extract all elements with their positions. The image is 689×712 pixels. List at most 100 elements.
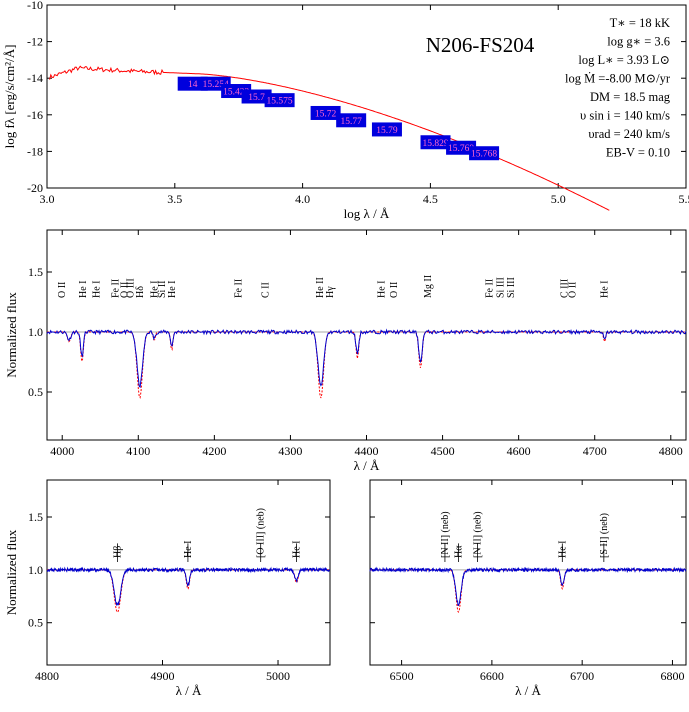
chart-title: N206-FS204 — [426, 33, 535, 57]
photometry-box — [264, 93, 295, 108]
y-tick-label: -14 — [27, 71, 43, 85]
line-label: He I — [600, 281, 611, 299]
photometry-box — [241, 89, 272, 104]
y-axis-label: Normalized flux — [4, 529, 19, 615]
stellar-parameter: T∗ = 18 kK — [610, 16, 670, 30]
sed-model-line — [49, 65, 610, 211]
y-tick-label: 1.0 — [28, 325, 43, 339]
plot-frame — [369, 479, 687, 666]
x-tick-label: 4600 — [507, 444, 531, 458]
photometry-label: 15.79 — [376, 126, 398, 136]
y-tick-label: 0.5 — [28, 385, 43, 399]
y-tick-label: 1.5 — [28, 510, 43, 524]
x-tick-label: 3.5 — [167, 192, 182, 206]
y-tick-label: -20 — [27, 181, 43, 195]
line-label: Si II — [157, 281, 168, 299]
line-label: He I — [377, 281, 388, 299]
photometry-box — [446, 140, 477, 155]
stellar-parameter: υ sin i = 140 km/s — [580, 109, 670, 123]
line-label: Fe II — [110, 279, 121, 298]
x-tick-label: 4900 — [151, 669, 175, 683]
stellar-parameter: log g∗ = 3.6 — [607, 35, 670, 49]
photometry-label: 15.72 — [315, 109, 337, 119]
plot-frame — [46, 4, 687, 189]
x-tick-label: 4000 — [50, 444, 74, 458]
observed-spectrum-line — [369, 566, 687, 607]
stellar-parameter: EB-V = 0.10 — [606, 146, 670, 160]
x-tick-label: 5.0 — [551, 192, 566, 206]
y-tick-label: 0.5 — [28, 616, 43, 630]
line-label: He I — [78, 281, 89, 299]
photometry-box — [336, 113, 367, 128]
photometry-label: 15.768 — [471, 150, 497, 160]
stellar-parameter: υrad = 240 km/s — [588, 127, 670, 141]
line-label: Hβ — [112, 546, 123, 558]
line-label: He I — [149, 281, 160, 299]
photometry-box — [420, 135, 451, 150]
photometry-label: 15.7 — [248, 93, 265, 103]
y-tick-label: -10 — [27, 0, 43, 12]
line-label: O II — [568, 282, 579, 298]
line-label: Hα — [453, 545, 464, 558]
y-tick-label: -18 — [27, 144, 43, 158]
model-spectrum-line — [47, 569, 330, 613]
photometry-label: 15.77 — [340, 117, 362, 127]
chart-panel-0: 3.0 3.5 4.0 4.5 5.0 5.5 -20 -18 -16 -14 -12 -10 log … — [2, 0, 689, 221]
x-tick-label: 6500 — [390, 669, 414, 683]
x-tick-label: 5000 — [266, 669, 290, 683]
photometry-label: 15.769 — [448, 144, 474, 154]
x-axis-label: λ / Å — [354, 458, 380, 473]
line-label: He I — [183, 541, 194, 559]
chart-panel-1: 4000 4100 4200 4300 4400 4500 4600 4700 4800 0.5 1… — [4, 229, 687, 473]
x-axis-label: λ / Å — [176, 683, 202, 698]
x-axis-label: log λ / Å — [344, 206, 390, 221]
model-spectrum-line — [370, 569, 686, 613]
line-label: Si III — [506, 277, 517, 298]
x-tick-label: 6800 — [660, 669, 684, 683]
x-tick-label: 4300 — [278, 444, 302, 458]
y-tick-label: -12 — [27, 35, 43, 49]
plot-frame — [46, 479, 331, 666]
line-label: O II — [57, 282, 68, 298]
line-label: C II — [260, 282, 271, 298]
x-tick-label: 6700 — [570, 669, 594, 683]
line-label: [O III] (neb) — [256, 508, 267, 558]
line-label: O III — [126, 278, 137, 298]
line-label: He I — [557, 541, 568, 559]
line-label: Fe II — [485, 279, 496, 298]
stellar-parameter: log Ṁ =-8.00 M⊙/yr — [565, 72, 671, 86]
photometry-label: 15.575 — [267, 97, 293, 107]
line-label: He I — [167, 281, 178, 299]
x-tick-label: 4700 — [583, 444, 607, 458]
photometry-box — [469, 146, 500, 161]
line-label: O II — [120, 282, 131, 298]
x-tick-label: 5.5 — [679, 192, 689, 206]
stellar-parameter: DM = 18.5 mag — [590, 90, 671, 104]
x-tick-label: 4500 — [431, 444, 455, 458]
y-tick-label: 1.0 — [28, 563, 43, 577]
photometry-box — [177, 76, 208, 91]
photometry-label: 15.829 — [422, 139, 448, 149]
x-tick-label: 4800 — [35, 669, 59, 683]
photometry-box — [310, 105, 341, 120]
photometry-label: 15.254 — [203, 80, 229, 90]
line-label: Fe II — [234, 279, 245, 298]
line-label: O II — [389, 282, 400, 298]
line-label: [S II] (neb) — [599, 513, 610, 558]
x-tick-label: 4200 — [202, 444, 226, 458]
y-axis-label: Normalized flux — [4, 292, 19, 378]
photometry-label: 14 — [188, 80, 198, 90]
line-label: Hδ — [135, 286, 146, 298]
line-label: He I — [91, 281, 102, 299]
line-label: Si III — [495, 277, 506, 298]
chart-panel-2: 4800 4900 5000 0.5 1.0 1.5 λ / Å Normalized flu… — [4, 479, 331, 698]
x-tick-label: 3.0 — [40, 192, 55, 206]
plot-frame — [46, 229, 687, 441]
line-label: [N II] (neb) — [440, 511, 451, 558]
stellar-parameter: log L∗ = 3.93 L⊙ — [578, 53, 670, 67]
photometry-box — [371, 122, 402, 137]
x-axis-label: λ / Å — [515, 683, 541, 698]
x-tick-label: 4100 — [126, 444, 150, 458]
